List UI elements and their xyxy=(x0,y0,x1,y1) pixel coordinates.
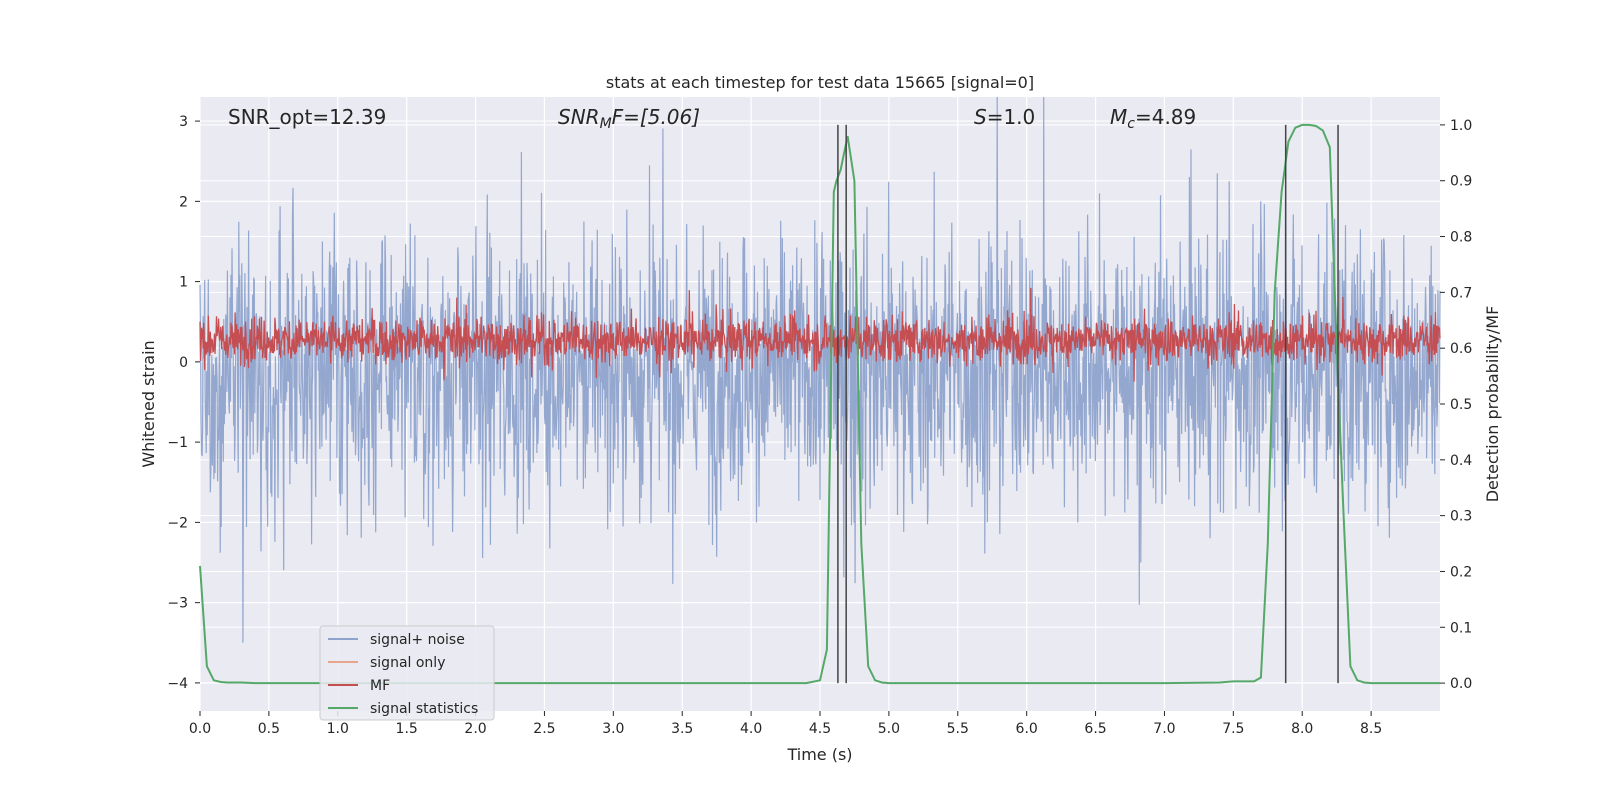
y2-tick-label: 0.9 xyxy=(1450,174,1472,190)
y2-axis-label: Detection probability/MF xyxy=(1483,306,1502,503)
y2-tick-label: 0.1 xyxy=(1450,620,1472,636)
x-tick-label: 4.5 xyxy=(809,721,831,737)
x-tick-label: 3.5 xyxy=(671,721,693,737)
y2-axis-ticks: 1.0 0.9 0.8 0.7 0.6 0.5 0.4 0.3 0.2 0.1 0.0 xyxy=(1440,118,1472,692)
x-tick-label: 6.5 xyxy=(1084,721,1106,737)
legend-label: MF xyxy=(370,678,390,694)
x-tick-label: 5.0 xyxy=(878,721,900,737)
legend-box xyxy=(319,625,495,721)
legend-label: signal statistics xyxy=(370,701,478,717)
y-tick-label: 0 xyxy=(179,355,188,371)
legend-label: signal only xyxy=(370,655,445,671)
mc-base: M xyxy=(1110,105,1127,129)
s-rest: =1.0 xyxy=(987,105,1036,129)
y2-tick-label: 0.8 xyxy=(1450,230,1472,246)
series-signal-noise xyxy=(199,96,1441,643)
snr-mf-base: SNR xyxy=(558,105,600,129)
y2-tick-label: 1.0 xyxy=(1450,118,1472,134)
y-tick-label: −1 xyxy=(167,435,188,451)
vertical-markers xyxy=(837,124,1339,684)
x-tick-label: 8.0 xyxy=(1291,721,1313,737)
x-tick-label: 7.0 xyxy=(1153,721,1175,737)
mc-sub: c xyxy=(1127,116,1135,132)
x-tick-label: 0.0 xyxy=(189,721,211,737)
y-tick-label: −2 xyxy=(167,515,188,531)
x-tick-label: 5.5 xyxy=(947,721,969,737)
y2-tick-label: 0.4 xyxy=(1450,453,1472,469)
x-tick-label: 1.0 xyxy=(327,721,349,737)
snr-mf-sub: M xyxy=(600,116,612,132)
snr-mf-rest: F=[5.06] xyxy=(612,105,700,129)
chart-title: stats at each timestep for test data 156… xyxy=(606,73,1034,92)
y-tick-label: −3 xyxy=(167,596,188,612)
x-tick-label: 2.5 xyxy=(533,721,555,737)
x-axis-ticks: 0.0 0.5 1.0 1.5 2.0 2.5 3.0 3.5 4.0 4.5 5.0 5.5 6.0 6… xyxy=(189,711,1382,737)
y2-tick-label: 0.7 xyxy=(1450,285,1472,301)
annotation-s: S=1.0 xyxy=(974,105,1035,129)
x-tick-label: 8.5 xyxy=(1360,721,1382,737)
y2-tick-label: 0.6 xyxy=(1450,341,1472,357)
x-tick-label: 6.0 xyxy=(1016,721,1038,737)
x-tick-label: 4.0 xyxy=(740,721,762,737)
y-tick-label: −4 xyxy=(167,676,188,692)
s-base: S xyxy=(974,105,987,129)
annotation-snr-opt: SNR_opt=12.39 xyxy=(228,105,386,129)
y2-tick-label: 0.3 xyxy=(1450,509,1472,525)
series-mf xyxy=(199,287,1441,382)
legend-label: signal+ noise xyxy=(370,632,465,648)
x-tick-label: 0.5 xyxy=(258,721,280,737)
y-tick-label: 1 xyxy=(179,275,188,291)
x-tick-label: 1.5 xyxy=(396,721,418,737)
x-tick-label: 7.5 xyxy=(1222,721,1244,737)
legend: signal+ noise signal only MF signal statist… xyxy=(319,625,495,721)
x-axis-label: Time (s) xyxy=(786,745,852,764)
y-tick-label: 3 xyxy=(179,114,188,130)
y2-tick-label: 0.5 xyxy=(1450,397,1472,413)
mc-rest: =4.89 xyxy=(1135,105,1196,129)
y-axis-label: Whitened strain xyxy=(139,340,158,467)
x-tick-label: 2.0 xyxy=(464,721,486,737)
y2-tick-label: 0.0 xyxy=(1450,676,1472,692)
annotation-snr-mf: SNRMF=[5.06] xyxy=(558,105,700,132)
y-axis-ticks: 3 2 1 0 −1 −2 −3 −4 xyxy=(167,114,200,692)
x-tick-label: 3.0 xyxy=(602,721,624,737)
y-tick-label: 2 xyxy=(179,194,188,210)
annotation-mc: Mc=4.89 xyxy=(1110,105,1196,132)
y2-tick-label: 0.2 xyxy=(1450,564,1472,580)
